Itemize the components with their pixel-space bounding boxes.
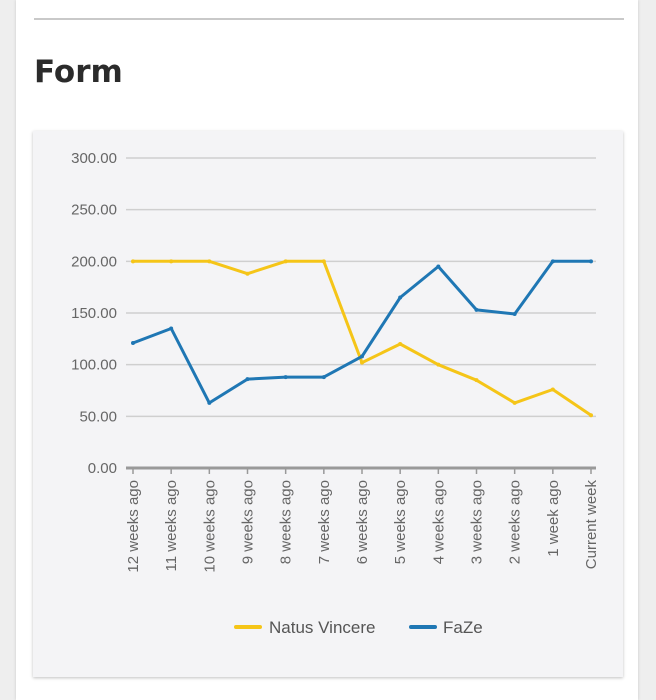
data-point — [474, 307, 479, 312]
series-line-natus-vincere — [131, 259, 593, 417]
chart-legend[interactable]: Natus Vincere FaZe — [234, 618, 483, 637]
data-point — [398, 342, 403, 346]
data-point — [360, 354, 364, 359]
x-tick-label: 6 weeks ago — [354, 480, 371, 564]
data-point — [131, 340, 135, 345]
y-tick-label: 50.00 — [79, 408, 117, 425]
section-title: Form — [34, 54, 123, 90]
series-line-faze — [131, 259, 593, 405]
data-point — [207, 259, 212, 264]
y-tick-label: 100.00 — [71, 357, 117, 374]
data-point — [321, 259, 326, 264]
x-tick-label: 4 weeks ago — [430, 480, 447, 564]
x-tick-label: 5 weeks ago — [392, 480, 409, 564]
data-point — [169, 259, 174, 264]
legend-item-natus-vincere[interactable]: Natus Vincere — [234, 618, 375, 637]
data-point — [512, 312, 517, 317]
x-axis-ticks: 12 weeks ago 11 weeks ago 10 weeks ago 9 we… — [125, 468, 600, 573]
x-tick-label: 7 weeks ago — [316, 480, 333, 564]
x-tick-label: 10 weeks ago — [201, 480, 218, 573]
legend-item-faze[interactable]: FaZe — [409, 618, 483, 637]
data-point — [550, 387, 555, 392]
y-tick-label: 300.00 — [71, 150, 117, 167]
x-tick-label: 2 weeks ago — [507, 480, 524, 564]
data-point — [321, 375, 326, 380]
data-point — [245, 377, 250, 382]
x-tick-label: 8 weeks ago — [278, 480, 295, 564]
data-point — [360, 360, 364, 365]
data-point — [283, 259, 288, 264]
data-point — [589, 259, 593, 264]
data-point — [398, 295, 403, 300]
legend-label: FaZe — [443, 618, 483, 637]
data-point — [474, 378, 479, 383]
form-chart-card: 0.00 50.00 100.00 150.00 200.00 250.00 300.00 … — [33, 131, 623, 677]
y-axis-ticks: 0.00 50.00 100.00 150.00 200.00 250.00 300.00 — [71, 150, 117, 477]
x-tick-label: 1 week ago — [545, 480, 562, 557]
x-tick-label: 11 weeks ago — [163, 480, 180, 571]
legend-label: Natus Vincere — [269, 618, 375, 637]
data-point — [283, 375, 288, 380]
data-point — [436, 362, 441, 367]
page-container: Form 0.00 50.00 100.00 150.00 200.00 250.00 30… — [16, 0, 638, 700]
y-tick-label: 200.00 — [71, 253, 117, 270]
chart-gridlines — [126, 157, 596, 470]
x-tick-label: 3 weeks ago — [469, 480, 486, 564]
data-point — [207, 400, 212, 405]
data-point — [550, 259, 555, 264]
y-tick-label: 250.00 — [71, 202, 117, 219]
x-tick-label: 9 weeks ago — [240, 480, 257, 564]
x-tick-label: Current week — [583, 480, 600, 570]
chart-series — [131, 259, 593, 418]
data-point — [169, 326, 174, 331]
top-divider — [34, 18, 624, 20]
data-point — [436, 264, 441, 269]
form-line-chart: 0.0050.00100.00150.00200.00250.00300.00 … — [71, 150, 600, 637]
data-point — [245, 271, 250, 276]
y-tick-label: 0.00 — [88, 460, 117, 477]
data-point — [512, 400, 517, 405]
x-tick-label: 12 weeks ago — [125, 480, 142, 573]
y-tick-label: 150.00 — [71, 305, 117, 322]
data-point — [589, 413, 593, 418]
data-point — [131, 259, 135, 264]
